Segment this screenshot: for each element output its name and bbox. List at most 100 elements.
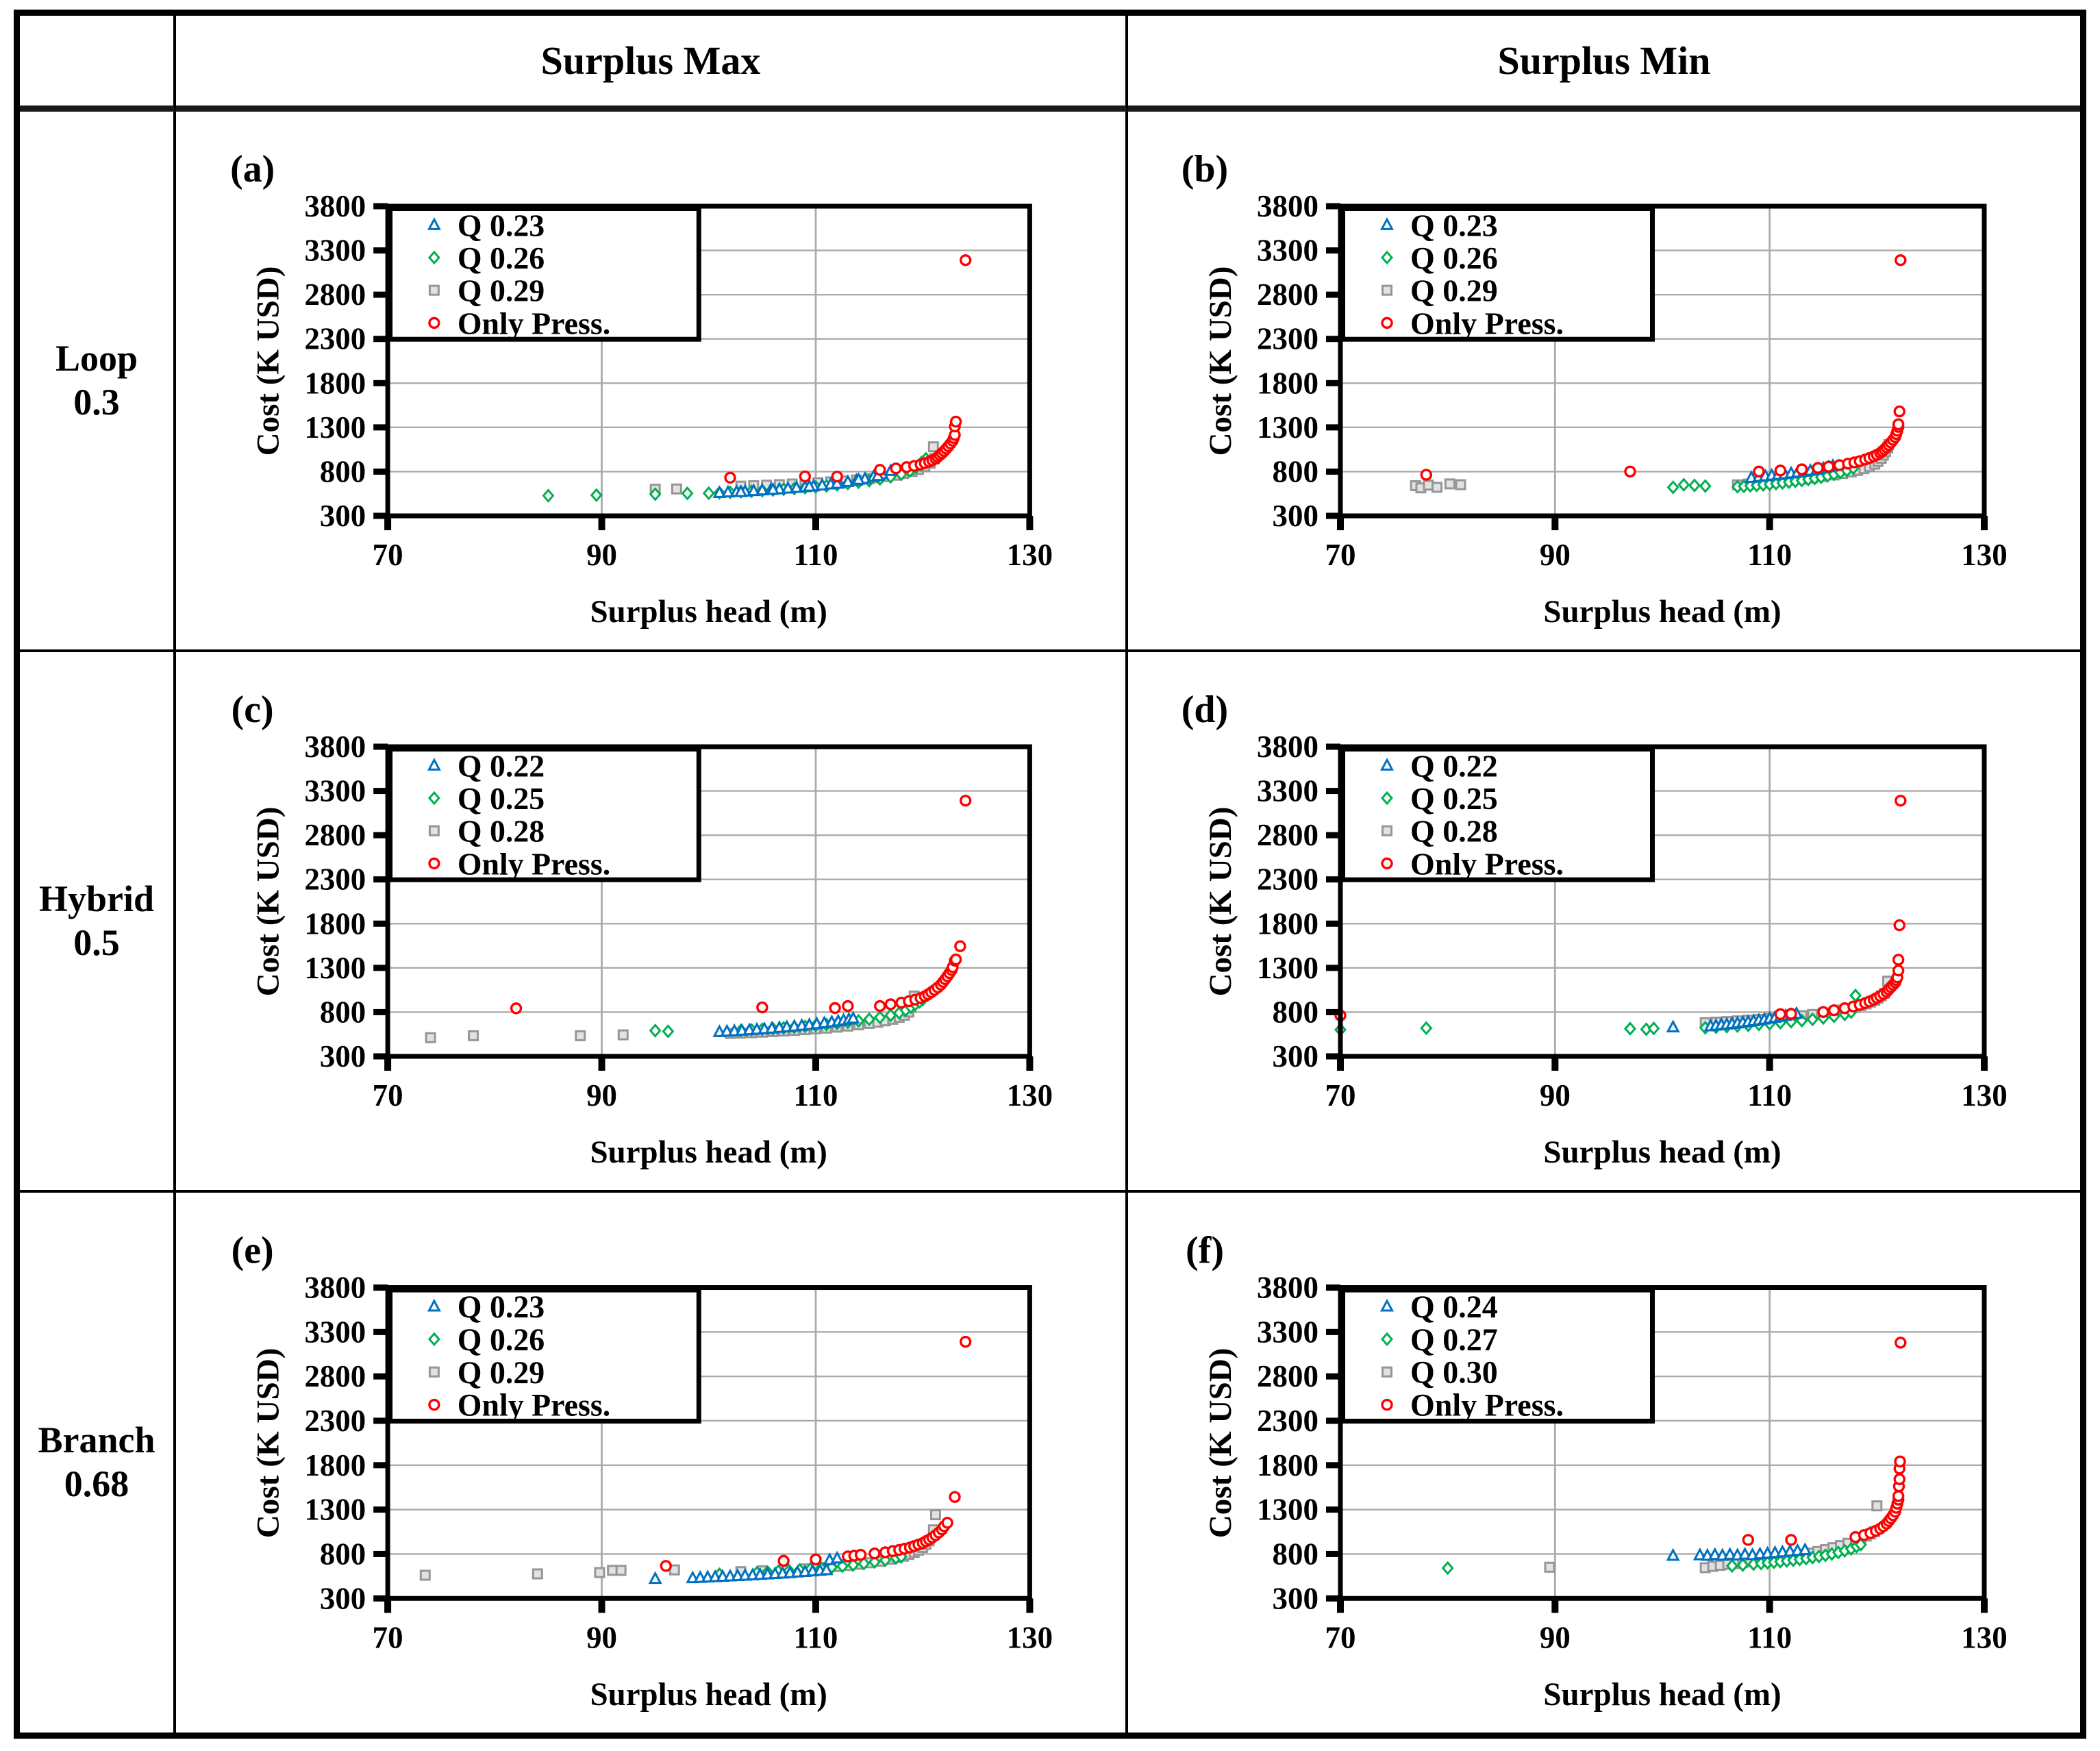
x-axis-title: Surplus head (m) bbox=[1543, 594, 1781, 630]
svg-text:2300: 2300 bbox=[1257, 1404, 1318, 1438]
tick-labels: 300 800 1300 1800 2300 2800 3300 3800 70 90 110 130 bbox=[1257, 1271, 2008, 1655]
panel-e-chart: 300 800 1300 1800 2300 2800 3300 3800 70 90 110 130… bbox=[232, 1229, 1053, 1713]
row-header-loop: Loop 0.3 bbox=[20, 112, 176, 652]
svg-text:1800: 1800 bbox=[304, 366, 366, 400]
panel-c: 300 800 1300 1800 2300 2800 3300 3800 70 90 110 130… bbox=[176, 652, 1128, 1193]
svg-text:70: 70 bbox=[373, 1620, 403, 1654]
tick-labels: 300 800 1300 1800 2300 2800 3300 3800 70 90 110 130 bbox=[304, 189, 1053, 572]
svg-text:Q 0.30: Q 0.30 bbox=[1410, 1355, 1498, 1390]
svg-text:3300: 3300 bbox=[1257, 1315, 1318, 1349]
svg-text:130: 130 bbox=[1961, 1620, 2007, 1654]
series-only-press- bbox=[724, 254, 972, 484]
svg-text:1300: 1300 bbox=[304, 410, 366, 445]
plot-border bbox=[1338, 203, 1987, 519]
svg-text:110: 110 bbox=[794, 1620, 838, 1654]
row-header-name: Branch bbox=[38, 1419, 155, 1461]
svg-text:1300: 1300 bbox=[304, 951, 366, 985]
panel-d: 300 800 1300 1800 2300 2800 3300 3800 70 90 110 130… bbox=[1128, 652, 2080, 1193]
svg-text:Q 0.27: Q 0.27 bbox=[1410, 1322, 1498, 1357]
svg-text:130: 130 bbox=[1007, 1078, 1053, 1113]
panel-letter: (b) bbox=[1182, 148, 1228, 190]
panel-b-chart: 300 800 1300 1800 2300 2800 3300 3800 70 90 110 130… bbox=[1182, 148, 2008, 630]
x-axis-title: Surplus head (m) bbox=[1543, 1134, 1781, 1170]
svg-text:70: 70 bbox=[1325, 1620, 1356, 1654]
plot-border bbox=[385, 1285, 1032, 1601]
axis-ticks bbox=[373, 203, 1034, 530]
svg-text:3800: 3800 bbox=[1257, 189, 1318, 223]
svg-text:800: 800 bbox=[1273, 995, 1319, 1029]
y-axis-title: Cost (K USD) bbox=[251, 266, 286, 456]
svg-text:3800: 3800 bbox=[304, 730, 366, 764]
svg-text:1800: 1800 bbox=[304, 906, 366, 941]
svg-text:Q 0.22: Q 0.22 bbox=[1410, 748, 1498, 783]
row-header-name: Loop bbox=[55, 337, 138, 379]
svg-text:800: 800 bbox=[1273, 454, 1319, 488]
svg-text:Q 0.23: Q 0.23 bbox=[458, 1289, 545, 1324]
tick-labels: 300 800 1300 1800 2300 2800 3300 3800 70 90 110 130 bbox=[1257, 189, 2008, 572]
svg-text:Q 0.23: Q 0.23 bbox=[1410, 208, 1498, 243]
svg-text:3800: 3800 bbox=[304, 189, 366, 223]
svg-text:2800: 2800 bbox=[304, 1359, 366, 1393]
row-header-name: Hybrid bbox=[38, 878, 155, 919]
tick-labels: 300 800 1300 1800 2300 2800 3300 3800 70 90 110 130 bbox=[304, 1270, 1053, 1654]
svg-text:800: 800 bbox=[320, 454, 366, 488]
svg-text:130: 130 bbox=[1007, 538, 1053, 572]
svg-text:Only Press.: Only Press. bbox=[1410, 1388, 1564, 1423]
plot-border bbox=[1338, 1285, 1987, 1601]
svg-text:300: 300 bbox=[1273, 1039, 1319, 1073]
row-header-value: 0.5 bbox=[73, 921, 120, 963]
svg-text:1800: 1800 bbox=[1257, 906, 1318, 941]
svg-text:1300: 1300 bbox=[1257, 410, 1318, 445]
row-header-value: 0.68 bbox=[64, 1463, 129, 1504]
y-axis-title: Cost (K USD) bbox=[251, 807, 286, 997]
column-header-label: Surplus Min bbox=[1497, 38, 1711, 83]
svg-text:70: 70 bbox=[373, 538, 403, 572]
series-only-press- bbox=[660, 1335, 972, 1572]
svg-text:1300: 1300 bbox=[304, 1493, 366, 1527]
series-q-0-30 bbox=[1544, 1500, 1883, 1574]
panel-e: 300 800 1300 1800 2300 2800 3300 3800 70 90 110 130… bbox=[176, 1193, 1128, 1733]
column-header-label: Surplus Max bbox=[540, 38, 761, 83]
x-axis-title: Surplus head (m) bbox=[1543, 1677, 1781, 1713]
panel-c-chart: 300 800 1300 1800 2300 2800 3300 3800 70 90 110 130… bbox=[232, 688, 1053, 1170]
svg-text:2800: 2800 bbox=[1257, 277, 1318, 312]
panel-d-chart: 300 800 1300 1800 2300 2800 3300 3800 70 90 110 130… bbox=[1182, 688, 2008, 1170]
panel-letter: (f) bbox=[1186, 1229, 1224, 1271]
figure-table: Surplus Max Surplus Min Loop 0.3 300 800 1… bbox=[14, 10, 2086, 1739]
panel-letter: (c) bbox=[232, 688, 274, 731]
svg-text:70: 70 bbox=[1325, 538, 1356, 572]
svg-text:300: 300 bbox=[1273, 499, 1319, 533]
svg-text:90: 90 bbox=[1540, 538, 1571, 572]
svg-text:Q 0.29: Q 0.29 bbox=[1410, 273, 1498, 308]
svg-text:3300: 3300 bbox=[304, 1315, 366, 1349]
row-header-branch: Branch 0.68 bbox=[20, 1193, 176, 1733]
svg-text:2300: 2300 bbox=[304, 862, 366, 897]
svg-text:3800: 3800 bbox=[1257, 730, 1318, 764]
svg-text:300: 300 bbox=[320, 1039, 366, 1073]
svg-text:Q 0.29: Q 0.29 bbox=[458, 1355, 545, 1390]
series-q-0-29 bbox=[419, 1509, 941, 1581]
svg-text:90: 90 bbox=[586, 1620, 617, 1654]
svg-text:110: 110 bbox=[794, 538, 838, 572]
svg-text:90: 90 bbox=[1540, 1078, 1571, 1113]
gridlines bbox=[388, 747, 1030, 1056]
svg-text:110: 110 bbox=[1747, 1620, 1792, 1654]
column-header-surplus-min: Surplus Min bbox=[1128, 16, 2080, 112]
svg-text:Q 0.28: Q 0.28 bbox=[1410, 814, 1498, 849]
svg-text:1300: 1300 bbox=[1257, 1493, 1318, 1527]
plot-border bbox=[1338, 744, 1987, 1059]
svg-text:1800: 1800 bbox=[304, 1448, 366, 1482]
svg-text:Q 0.28: Q 0.28 bbox=[458, 814, 545, 849]
panel-f-chart: 300 800 1300 1800 2300 2800 3300 3800 70 90 110 130… bbox=[1186, 1229, 2008, 1713]
svg-text:1800: 1800 bbox=[1257, 366, 1318, 400]
axis-ticks bbox=[1326, 203, 1988, 530]
svg-text:Q 0.29: Q 0.29 bbox=[458, 273, 545, 308]
svg-text:1300: 1300 bbox=[1257, 951, 1318, 985]
svg-text:Q 0.26: Q 0.26 bbox=[458, 240, 545, 275]
tick-labels: 300 800 1300 1800 2300 2800 3300 3800 70 90 110 130 bbox=[1257, 730, 2008, 1113]
svg-text:Only Press.: Only Press. bbox=[458, 306, 610, 340]
